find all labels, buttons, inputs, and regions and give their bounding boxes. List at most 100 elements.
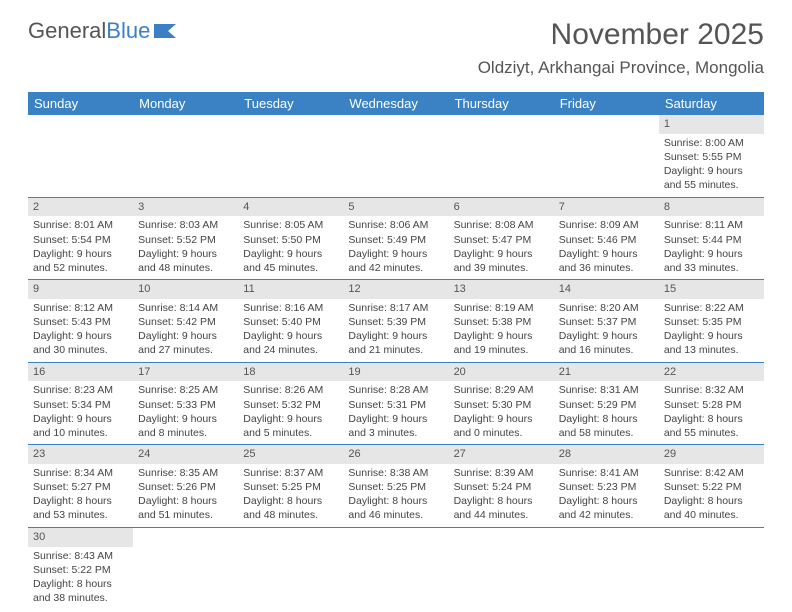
- calendar-cell: [133, 115, 238, 197]
- day-info: Sunrise: 8:20 AMSunset: 5:37 PMDaylight:…: [554, 299, 659, 362]
- calendar-cell: 21Sunrise: 8:31 AMSunset: 5:29 PMDayligh…: [554, 362, 659, 445]
- day-number: 4: [238, 198, 343, 217]
- day-info: Sunrise: 8:12 AMSunset: 5:43 PMDaylight:…: [28, 299, 133, 362]
- day-number: 7: [554, 198, 659, 217]
- calendar-cell: 3Sunrise: 8:03 AMSunset: 5:52 PMDaylight…: [133, 197, 238, 280]
- day-number: 11: [238, 280, 343, 299]
- calendar-cell: 9Sunrise: 8:12 AMSunset: 5:43 PMDaylight…: [28, 280, 133, 363]
- calendar-cell: 15Sunrise: 8:22 AMSunset: 5:35 PMDayligh…: [659, 280, 764, 363]
- weekday-header: Saturday: [659, 92, 764, 115]
- day-info: Sunrise: 8:01 AMSunset: 5:54 PMDaylight:…: [28, 216, 133, 279]
- day-number: 5: [343, 198, 448, 217]
- day-number: 27: [449, 445, 554, 464]
- day-info: Sunrise: 8:17 AMSunset: 5:39 PMDaylight:…: [343, 299, 448, 362]
- day-number: 28: [554, 445, 659, 464]
- calendar-header-row: SundayMondayTuesdayWednesdayThursdayFrid…: [28, 92, 764, 115]
- day-number: 23: [28, 445, 133, 464]
- day-info: Sunrise: 8:19 AMSunset: 5:38 PMDaylight:…: [449, 299, 554, 362]
- calendar-cell: 14Sunrise: 8:20 AMSunset: 5:37 PMDayligh…: [554, 280, 659, 363]
- day-number: 8: [659, 198, 764, 217]
- day-info: Sunrise: 8:39 AMSunset: 5:24 PMDaylight:…: [449, 464, 554, 527]
- weekday-header: Thursday: [449, 92, 554, 115]
- day-info: Sunrise: 8:35 AMSunset: 5:26 PMDaylight:…: [133, 464, 238, 527]
- title-block: November 2025 Oldziyt, Arkhangai Provinc…: [478, 18, 764, 78]
- day-info: Sunrise: 8:41 AMSunset: 5:23 PMDaylight:…: [554, 464, 659, 527]
- day-info: Sunrise: 8:29 AMSunset: 5:30 PMDaylight:…: [449, 381, 554, 444]
- calendar-cell: 25Sunrise: 8:37 AMSunset: 5:25 PMDayligh…: [238, 445, 343, 528]
- day-number: 3: [133, 198, 238, 217]
- calendar-cell: 27Sunrise: 8:39 AMSunset: 5:24 PMDayligh…: [449, 445, 554, 528]
- calendar-cell: 6Sunrise: 8:08 AMSunset: 5:47 PMDaylight…: [449, 197, 554, 280]
- weekday-header: Wednesday: [343, 92, 448, 115]
- day-info: Sunrise: 8:06 AMSunset: 5:49 PMDaylight:…: [343, 216, 448, 279]
- logo-text-2: Blue: [106, 18, 150, 44]
- day-info: Sunrise: 8:08 AMSunset: 5:47 PMDaylight:…: [449, 216, 554, 279]
- calendar-cell: 26Sunrise: 8:38 AMSunset: 5:25 PMDayligh…: [343, 445, 448, 528]
- day-info: Sunrise: 8:38 AMSunset: 5:25 PMDaylight:…: [343, 464, 448, 527]
- day-info: Sunrise: 8:31 AMSunset: 5:29 PMDaylight:…: [554, 381, 659, 444]
- day-number: 30: [28, 528, 133, 547]
- day-number: 29: [659, 445, 764, 464]
- day-info: Sunrise: 8:26 AMSunset: 5:32 PMDaylight:…: [238, 381, 343, 444]
- calendar-cell: [238, 115, 343, 197]
- calendar-cell: 22Sunrise: 8:32 AMSunset: 5:28 PMDayligh…: [659, 362, 764, 445]
- day-info: Sunrise: 8:11 AMSunset: 5:44 PMDaylight:…: [659, 216, 764, 279]
- calendar-cell: [449, 527, 554, 609]
- day-info: Sunrise: 8:16 AMSunset: 5:40 PMDaylight:…: [238, 299, 343, 362]
- day-number: 20: [449, 363, 554, 382]
- calendar-table: SundayMondayTuesdayWednesdayThursdayFrid…: [28, 92, 764, 609]
- day-info: Sunrise: 8:03 AMSunset: 5:52 PMDaylight:…: [133, 216, 238, 279]
- day-info: Sunrise: 8:23 AMSunset: 5:34 PMDaylight:…: [28, 381, 133, 444]
- calendar-cell: 23Sunrise: 8:34 AMSunset: 5:27 PMDayligh…: [28, 445, 133, 528]
- calendar-cell: 28Sunrise: 8:41 AMSunset: 5:23 PMDayligh…: [554, 445, 659, 528]
- day-info: Sunrise: 8:14 AMSunset: 5:42 PMDaylight:…: [133, 299, 238, 362]
- day-info: Sunrise: 8:32 AMSunset: 5:28 PMDaylight:…: [659, 381, 764, 444]
- day-number: 22: [659, 363, 764, 382]
- logo: GeneralBlue: [28, 18, 180, 44]
- day-number: 12: [343, 280, 448, 299]
- day-number: 18: [238, 363, 343, 382]
- day-info: Sunrise: 8:42 AMSunset: 5:22 PMDaylight:…: [659, 464, 764, 527]
- calendar-cell: 20Sunrise: 8:29 AMSunset: 5:30 PMDayligh…: [449, 362, 554, 445]
- day-info: Sunrise: 8:34 AMSunset: 5:27 PMDaylight:…: [28, 464, 133, 527]
- logo-text-1: General: [28, 18, 106, 44]
- day-number: 17: [133, 363, 238, 382]
- day-info: Sunrise: 8:09 AMSunset: 5:46 PMDaylight:…: [554, 216, 659, 279]
- calendar-cell: 11Sunrise: 8:16 AMSunset: 5:40 PMDayligh…: [238, 280, 343, 363]
- day-info: Sunrise: 8:37 AMSunset: 5:25 PMDaylight:…: [238, 464, 343, 527]
- calendar-cell: 4Sunrise: 8:05 AMSunset: 5:50 PMDaylight…: [238, 197, 343, 280]
- weekday-header: Monday: [133, 92, 238, 115]
- calendar-cell: 12Sunrise: 8:17 AMSunset: 5:39 PMDayligh…: [343, 280, 448, 363]
- calendar-cell: [343, 527, 448, 609]
- calendar-cell: [449, 115, 554, 197]
- flag-icon: [154, 22, 180, 40]
- calendar-cell: 1Sunrise: 8:00 AMSunset: 5:55 PMDaylight…: [659, 115, 764, 197]
- day-info: Sunrise: 8:25 AMSunset: 5:33 PMDaylight:…: [133, 381, 238, 444]
- calendar-cell: 17Sunrise: 8:25 AMSunset: 5:33 PMDayligh…: [133, 362, 238, 445]
- calendar-cell: [238, 527, 343, 609]
- calendar-cell: 10Sunrise: 8:14 AMSunset: 5:42 PMDayligh…: [133, 280, 238, 363]
- location: Oldziyt, Arkhangai Province, Mongolia: [478, 58, 764, 78]
- day-number: 24: [133, 445, 238, 464]
- day-number: 19: [343, 363, 448, 382]
- day-number: 25: [238, 445, 343, 464]
- calendar-cell: 24Sunrise: 8:35 AMSunset: 5:26 PMDayligh…: [133, 445, 238, 528]
- day-info: Sunrise: 8:28 AMSunset: 5:31 PMDaylight:…: [343, 381, 448, 444]
- calendar-cell: [343, 115, 448, 197]
- day-number: 21: [554, 363, 659, 382]
- day-number: 2: [28, 198, 133, 217]
- calendar-cell: 13Sunrise: 8:19 AMSunset: 5:38 PMDayligh…: [449, 280, 554, 363]
- calendar-cell: [554, 527, 659, 609]
- day-number: 10: [133, 280, 238, 299]
- calendar-cell: 8Sunrise: 8:11 AMSunset: 5:44 PMDaylight…: [659, 197, 764, 280]
- calendar-cell: [659, 527, 764, 609]
- weekday-header: Tuesday: [238, 92, 343, 115]
- weekday-header: Sunday: [28, 92, 133, 115]
- day-number: 9: [28, 280, 133, 299]
- day-number: 6: [449, 198, 554, 217]
- calendar-cell: 5Sunrise: 8:06 AMSunset: 5:49 PMDaylight…: [343, 197, 448, 280]
- calendar-cell: [28, 115, 133, 197]
- calendar-cell: 2Sunrise: 8:01 AMSunset: 5:54 PMDaylight…: [28, 197, 133, 280]
- day-number: 16: [28, 363, 133, 382]
- day-number: 13: [449, 280, 554, 299]
